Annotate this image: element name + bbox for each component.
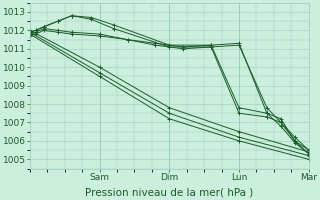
X-axis label: Pression niveau de la mer( hPa ): Pression niveau de la mer( hPa ) bbox=[85, 187, 253, 197]
